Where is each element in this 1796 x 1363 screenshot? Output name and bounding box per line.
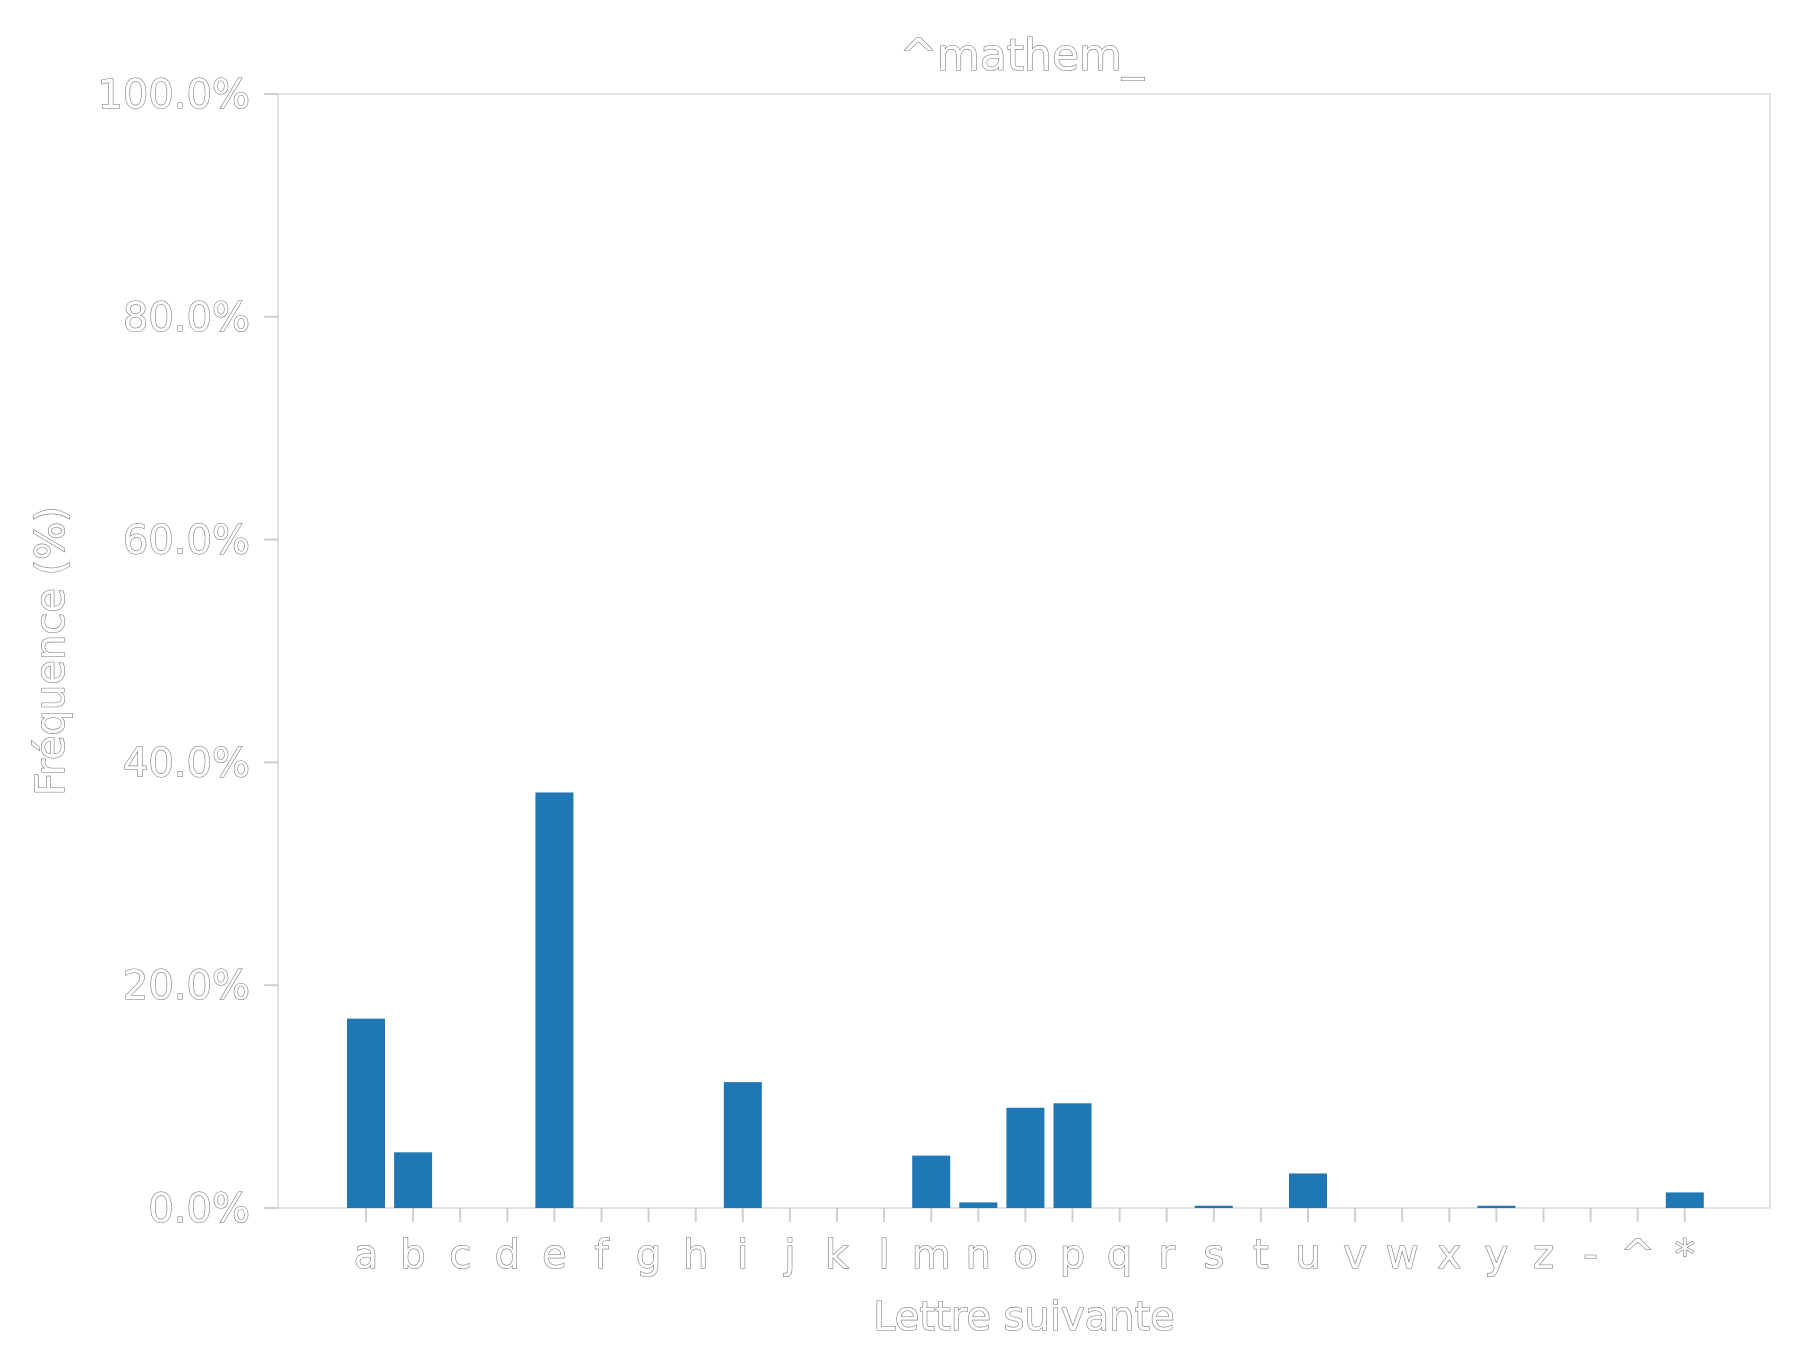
x-tick-label: - <box>1583 1232 1597 1278</box>
x-tick-label: f <box>594 1232 609 1278</box>
x-tick-label: ^ <box>1621 1232 1655 1278</box>
bar-a <box>347 1018 385 1208</box>
y-tick-label: 20.0% <box>123 963 250 1009</box>
x-tick-label: n <box>966 1232 991 1278</box>
x-axis-label: Lettre suivante <box>873 1294 1175 1340</box>
bar-o <box>1006 1107 1045 1208</box>
y-tick-label: 100.0% <box>97 72 250 118</box>
bar-* <box>1665 1192 1704 1208</box>
bar-b <box>394 1152 433 1208</box>
x-tick-label: o <box>1013 1232 1037 1278</box>
x-tick-label: t <box>1253 1232 1269 1278</box>
bar-m <box>912 1155 951 1208</box>
x-tick-label: q <box>1107 1232 1132 1278</box>
x-tick-label: k <box>825 1232 849 1278</box>
x-tick-label: u <box>1295 1232 1320 1278</box>
x-tick-label: w <box>1386 1232 1419 1278</box>
x-tick-label: l <box>879 1232 890 1278</box>
bar-series <box>347 792 1704 1208</box>
x-tick-label: d <box>495 1232 520 1278</box>
bar-y <box>1477 1205 1516 1208</box>
x-tick-label: e <box>542 1232 567 1278</box>
bar-u <box>1289 1173 1327 1208</box>
x-tick-label: v <box>1343 1232 1367 1278</box>
y-tick-label: 60.0% <box>123 518 250 564</box>
x-tick-label: a <box>354 1232 379 1278</box>
y-tick-label: 0.0% <box>148 1186 250 1232</box>
x-tick-label: h <box>683 1232 708 1278</box>
x-tick-label: y <box>1485 1232 1509 1278</box>
x-tick-label: b <box>400 1232 425 1278</box>
x-tick-label: m <box>912 1232 951 1278</box>
bar-p <box>1053 1103 1092 1208</box>
x-tick-label: r <box>1158 1232 1175 1278</box>
x-tick-label: * <box>1675 1232 1695 1278</box>
y-axis: 0.0% 20.0% 40.0% 60.0% 80.0% 100.0% <box>97 71 278 1233</box>
x-tick-label: g <box>636 1232 661 1278</box>
bar-n <box>959 1202 998 1208</box>
x-tick-label: i <box>737 1232 748 1278</box>
x-tick-label: j <box>783 1232 795 1278</box>
x-tick-label: p <box>1060 1232 1085 1278</box>
y-axis-label: Fréquence (%) <box>28 506 74 796</box>
x-tick-label: s <box>1203 1232 1224 1278</box>
plot-frame <box>277 93 1771 1209</box>
bar-i <box>723 1082 762 1208</box>
x-tick-label: c <box>449 1232 471 1278</box>
y-tick-label: 40.0% <box>123 740 250 786</box>
x-tick-label: x <box>1437 1232 1461 1278</box>
bar-e <box>535 792 574 1208</box>
x-axis: a b c d e f g h i j k l m n o p q r s t u v w x y z - ^ * <box>353 1208 1695 1279</box>
y-tick-label: 80.0% <box>123 295 250 341</box>
bar-s <box>1194 1205 1233 1208</box>
chart-title: ^mathem_ <box>900 30 1145 81</box>
x-tick-label: z <box>1533 1232 1554 1278</box>
